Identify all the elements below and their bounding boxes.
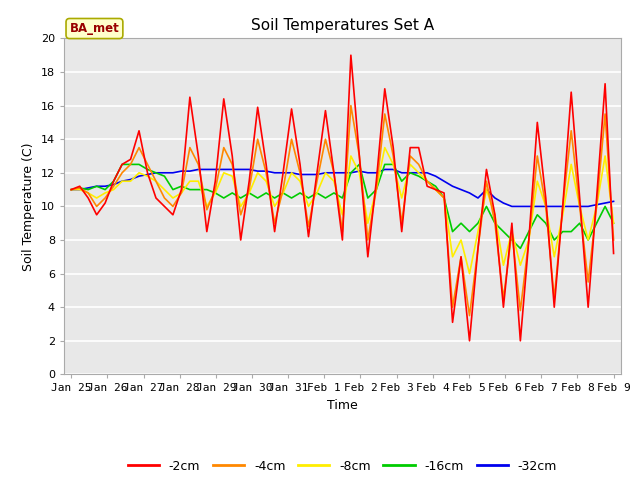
Text: BA_met: BA_met	[70, 22, 119, 35]
X-axis label: Time: Time	[327, 399, 358, 412]
Title: Soil Temperatures Set A: Soil Temperatures Set A	[251, 18, 434, 33]
Y-axis label: Soil Temperature (C): Soil Temperature (C)	[22, 142, 35, 271]
Legend: -2cm, -4cm, -8cm, -16cm, -32cm: -2cm, -4cm, -8cm, -16cm, -32cm	[123, 455, 562, 478]
